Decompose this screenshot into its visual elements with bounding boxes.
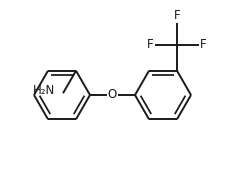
- Text: F: F: [200, 38, 207, 51]
- Text: H₂N: H₂N: [33, 84, 55, 97]
- Text: O: O: [108, 89, 117, 102]
- Text: F: F: [147, 38, 154, 51]
- Text: F: F: [174, 9, 180, 22]
